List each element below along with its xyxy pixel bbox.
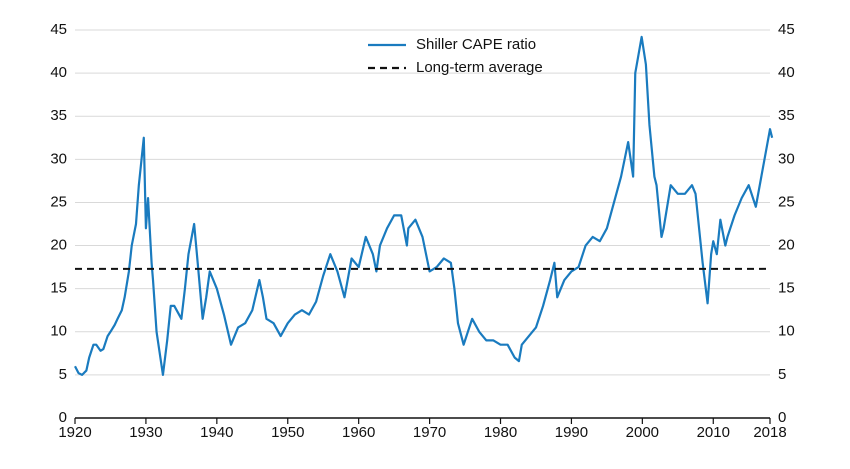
x-tick-label: 2000: [626, 424, 659, 441]
y-tick-label: 10: [50, 323, 67, 340]
x-tick-label: 1960: [342, 424, 375, 441]
y-tick-label: 20: [50, 237, 67, 254]
y2-tick-label: 0: [778, 409, 786, 426]
x-tick-label: 1920: [58, 424, 91, 441]
y-tick-label: 40: [50, 64, 67, 81]
x-tick-label: 1980: [484, 424, 517, 441]
y2-tick-label: 40: [778, 64, 795, 81]
y-tick-label: 45: [50, 21, 67, 38]
x-tick-label: 1950: [271, 424, 304, 441]
y2-tick-label: 10: [778, 323, 795, 340]
y2-tick-label: 5: [778, 366, 786, 383]
x-tick-label: 1930: [129, 424, 162, 441]
y2-tick-label: 15: [778, 280, 795, 297]
y-tick-label: 25: [50, 193, 67, 210]
legend-label: Shiller CAPE ratio: [416, 36, 536, 53]
y2-tick-label: 20: [778, 237, 795, 254]
y-tick-label: 35: [50, 107, 67, 124]
y2-tick-label: 30: [778, 150, 795, 167]
y-tick-label: 30: [50, 150, 67, 167]
x-tick-label: 1940: [200, 424, 233, 441]
x-tick-label: 1990: [555, 424, 588, 441]
x-tick-label: 2010: [697, 424, 730, 441]
legend-label: Long-term average: [416, 59, 543, 76]
y-tick-label: 5: [59, 366, 67, 383]
y-tick-label: 0: [59, 409, 67, 426]
series-line: [74, 35, 774, 376]
y2-tick-label: 45: [778, 21, 795, 38]
x-tick-label: 1970: [413, 424, 446, 441]
x-tick-label: 2018: [753, 424, 786, 441]
y-tick-label: 15: [50, 280, 67, 297]
y2-tick-label: 25: [778, 193, 795, 210]
y2-tick-label: 35: [778, 107, 795, 124]
